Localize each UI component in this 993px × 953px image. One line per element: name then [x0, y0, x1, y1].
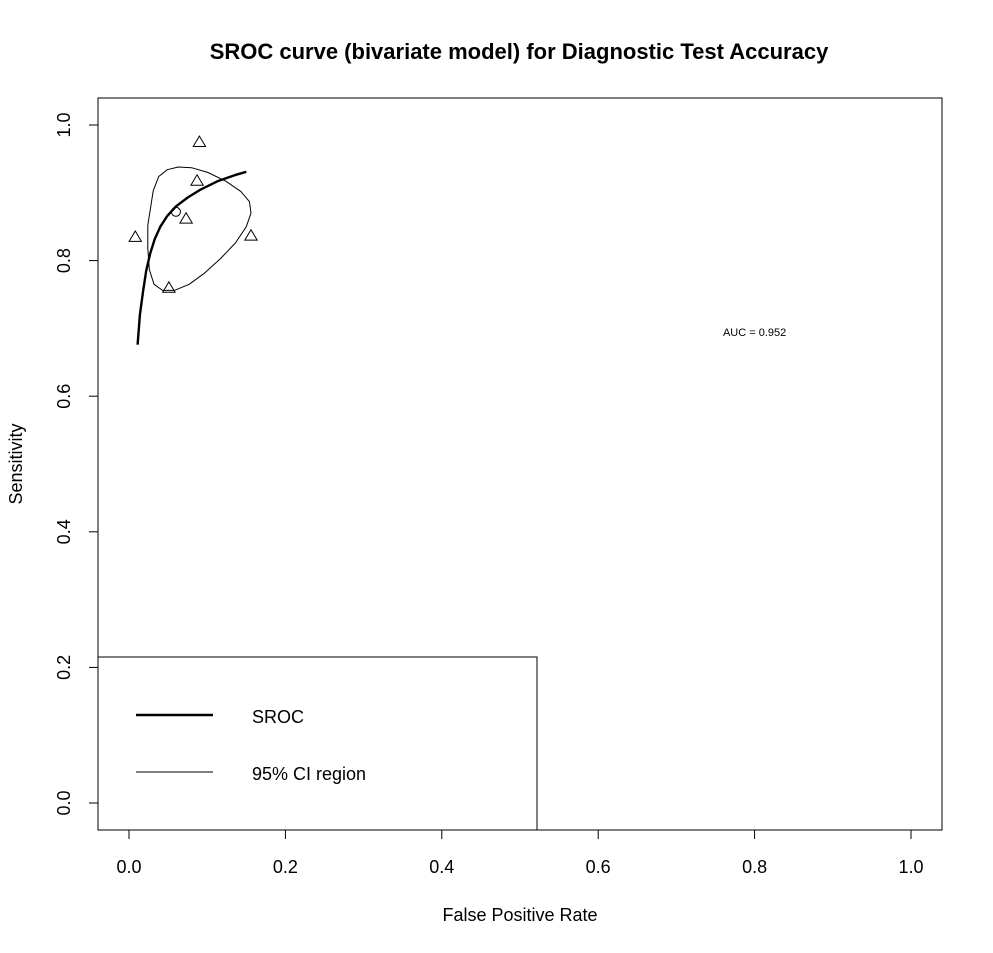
x-tick-label: 0.0 — [116, 857, 141, 877]
y-tick-label: 0.2 — [54, 655, 74, 680]
y-tick-label: 0.8 — [54, 248, 74, 273]
y-axis: 0.0 0.2 0.4 0.6 0.8 1.0 — [54, 112, 99, 816]
study-point — [128, 230, 143, 242]
x-axis-label: False Positive Rate — [442, 905, 597, 925]
summary-point — [170, 206, 181, 217]
legend-sroc-label: SROC — [252, 707, 304, 727]
x-tick-label: 1.0 — [898, 857, 923, 877]
study-point — [190, 173, 205, 186]
y-tick-label: 0.0 — [54, 790, 74, 815]
x-tick-label: 0.4 — [429, 857, 454, 877]
plot-content — [128, 135, 259, 345]
x-axis: 0.0 0.2 0.4 0.6 0.8 1.0 — [116, 829, 924, 877]
auc-annotation: AUC = 0.952 — [723, 327, 786, 339]
y-tick-label: 0.4 — [54, 519, 74, 544]
x-tick-label: 0.2 — [273, 857, 298, 877]
y-tick-label: 0.6 — [54, 384, 74, 409]
x-tick-label: 0.8 — [742, 857, 767, 877]
x-tick-label: 0.6 — [586, 857, 611, 877]
study-point — [179, 211, 194, 224]
legend-ci-label: 95% CI region — [252, 764, 366, 784]
study-point — [243, 228, 259, 241]
study-point — [161, 280, 176, 293]
plot-frame — [97, 97, 943, 831]
sroc-curve — [136, 170, 247, 345]
y-tick-label: 1.0 — [54, 112, 74, 137]
chart-title: SROC curve (bivariate model) for Diagnos… — [210, 39, 829, 64]
legend-box — [97, 656, 538, 831]
y-axis-label: Sensitivity — [6, 423, 26, 504]
study-point — [192, 135, 207, 147]
legend: SROC 95% CI region — [97, 656, 538, 831]
